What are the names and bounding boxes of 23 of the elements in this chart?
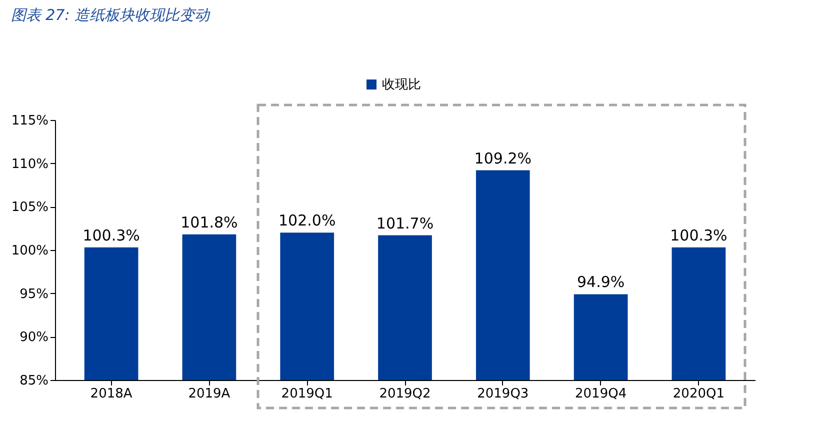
data-label: 102.0% bbox=[278, 212, 336, 230]
y-tick-label: 95% bbox=[20, 286, 48, 302]
x-tick-label: 2018A bbox=[90, 386, 132, 402]
y-tick-label: 110% bbox=[11, 156, 48, 172]
y-tick-label: 105% bbox=[11, 200, 48, 216]
x-tick-label: 2019Q1 bbox=[281, 386, 333, 402]
data-label: 100.3% bbox=[82, 226, 140, 244]
x-tick-label: 2019A bbox=[188, 386, 230, 402]
y-tick-label: 115% bbox=[11, 114, 48, 128]
data-label: 94.9% bbox=[576, 273, 625, 292]
legend-label: 收现比 bbox=[382, 78, 421, 92]
data-label: 109.2% bbox=[474, 149, 532, 168]
y-tick-label: 100% bbox=[11, 244, 48, 258]
chart-title: 图表 27: 造纸板块收现比变动 bbox=[10, 6, 211, 24]
x-tick-label: 2019Q2 bbox=[379, 386, 431, 402]
data-label: 101.7% bbox=[376, 214, 434, 232]
y-tick-label: 85% bbox=[20, 374, 48, 388]
x-tick-label: 2019Q3 bbox=[477, 386, 529, 402]
data-label: 101.8% bbox=[180, 213, 238, 232]
y-tick-label: 90% bbox=[20, 330, 48, 346]
x-tick-label: 2019Q4 bbox=[575, 386, 627, 402]
x-tick-label: 2020Q1 bbox=[672, 386, 725, 402]
data-label: 100.3% bbox=[670, 226, 728, 244]
